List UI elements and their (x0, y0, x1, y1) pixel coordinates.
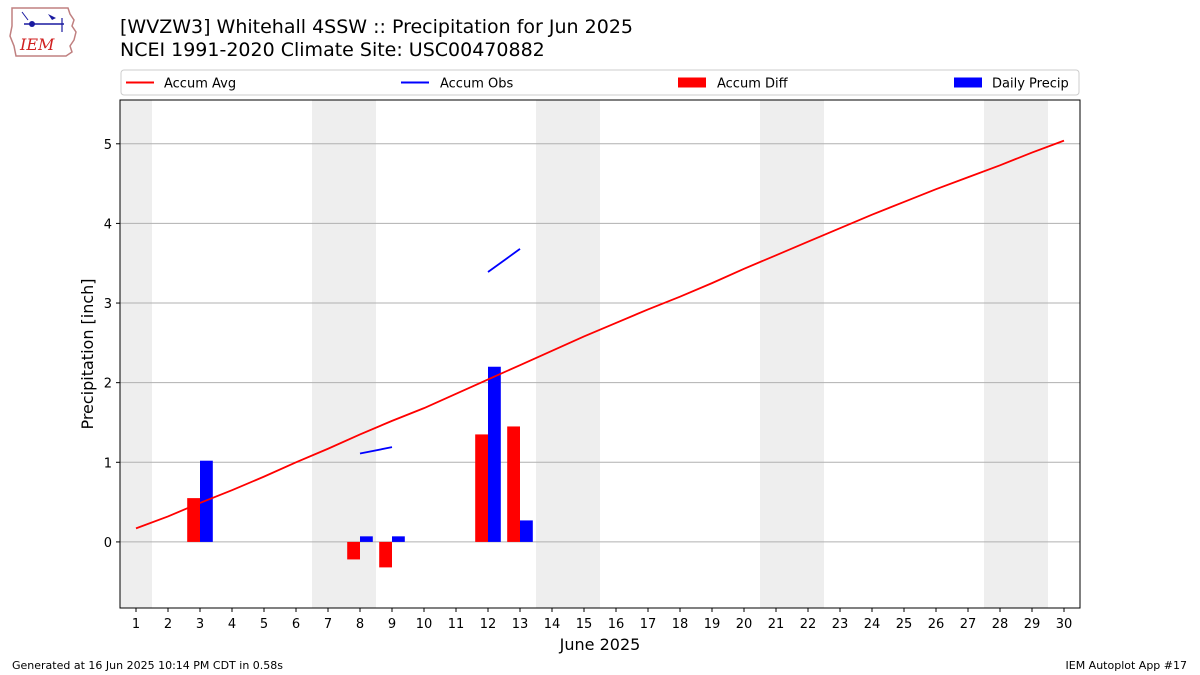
x-tick-label: 27 (960, 617, 977, 632)
daily-precip-bar (360, 536, 373, 542)
weekend-shade (760, 100, 824, 608)
x-tick-label: 12 (480, 617, 497, 632)
x-tick-label: 15 (576, 617, 593, 632)
daily-precip-bar (520, 520, 533, 542)
accum-diff-bar (475, 434, 488, 542)
accum-diff-bar (187, 498, 200, 542)
iem-logo-graphic: IEM (9, 7, 77, 57)
iem-logo-text: IEM (19, 35, 55, 54)
accum-diff-bar (347, 541, 360, 560)
daily-precip-bar (392, 536, 405, 542)
x-axis-label: June 2025 (559, 635, 641, 654)
x-tick-label: 6 (292, 617, 300, 632)
accum-obs-line (359, 446, 393, 455)
x-tick-label: 4 (228, 617, 236, 632)
x-tick-label: 7 (324, 617, 332, 632)
iem-logo: IEM (8, 6, 80, 62)
x-tick-label: 3 (196, 617, 204, 632)
x-tick-label: 24 (864, 617, 881, 632)
weekend-shade (312, 100, 376, 608)
x-tick-label: 18 (672, 617, 689, 632)
accum-obs-line (487, 248, 521, 273)
accum-diff-bar (507, 426, 520, 542)
accum-diff-bar (379, 541, 392, 568)
footer-app-id: IEM Autoplot App #17 (1065, 659, 1188, 672)
x-tick-label: 28 (992, 617, 1009, 632)
x-tick-label: 1 (132, 617, 140, 632)
x-tick-label: 23 (832, 617, 849, 632)
x-tick-label: 10 (416, 617, 433, 632)
legend-label: Accum Obs (440, 77, 513, 92)
x-tick-label: 2 (164, 617, 172, 632)
x-tick-label: 21 (768, 617, 785, 632)
x-tick-label: 29 (1024, 617, 1041, 632)
weekend-shade (984, 100, 1048, 608)
x-tick-label: 11 (448, 617, 465, 632)
y-tick-label: 5 (104, 138, 112, 153)
daily-precip-bar (488, 366, 501, 542)
legend-swatch-bar (678, 77, 706, 88)
y-tick-label: 3 (104, 297, 112, 312)
x-tick-label: 14 (544, 617, 561, 632)
x-tick-label: 16 (608, 617, 625, 632)
legend-swatch-bar (954, 77, 982, 88)
x-tick-label: 13 (512, 617, 529, 632)
x-tick-label: 22 (800, 617, 817, 632)
x-tick-label: 9 (388, 617, 396, 632)
weekend-shade (120, 100, 152, 608)
legend-label: Accum Avg (164, 77, 236, 92)
chart-subtitle: NCEI 1991-2020 Climate Site: USC00470882 (120, 39, 545, 61)
x-tick-label: 8 (356, 617, 364, 632)
y-axis-label: Precipitation [inch] (78, 278, 97, 429)
accum-avg-line (135, 139, 1065, 530)
legend-label: Daily Precip (992, 77, 1069, 92)
x-tick-label: 17 (640, 617, 657, 632)
plot-frame (119, 99, 1081, 609)
legend-box (120, 69, 1080, 96)
x-tick-label: 25 (896, 617, 913, 632)
x-tick-label: 20 (736, 617, 753, 632)
x-tick-label: 5 (260, 617, 268, 632)
footer-generated: Generated at 16 Jun 2025 10:14 PM CDT in… (12, 659, 284, 672)
chart-title: [WVZW3] Whitehall 4SSW :: Precipitation … (120, 16, 633, 38)
legend-label: Accum Diff (717, 77, 789, 92)
y-tick-label: 0 (104, 536, 112, 551)
x-tick-label: 26 (928, 617, 945, 632)
y-tick-label: 4 (104, 217, 112, 232)
x-tick-label: 19 (704, 617, 721, 632)
y-tick-label: 2 (104, 377, 112, 392)
y-tick-label: 1 (104, 456, 112, 471)
x-tick-label: 30 (1056, 617, 1073, 632)
